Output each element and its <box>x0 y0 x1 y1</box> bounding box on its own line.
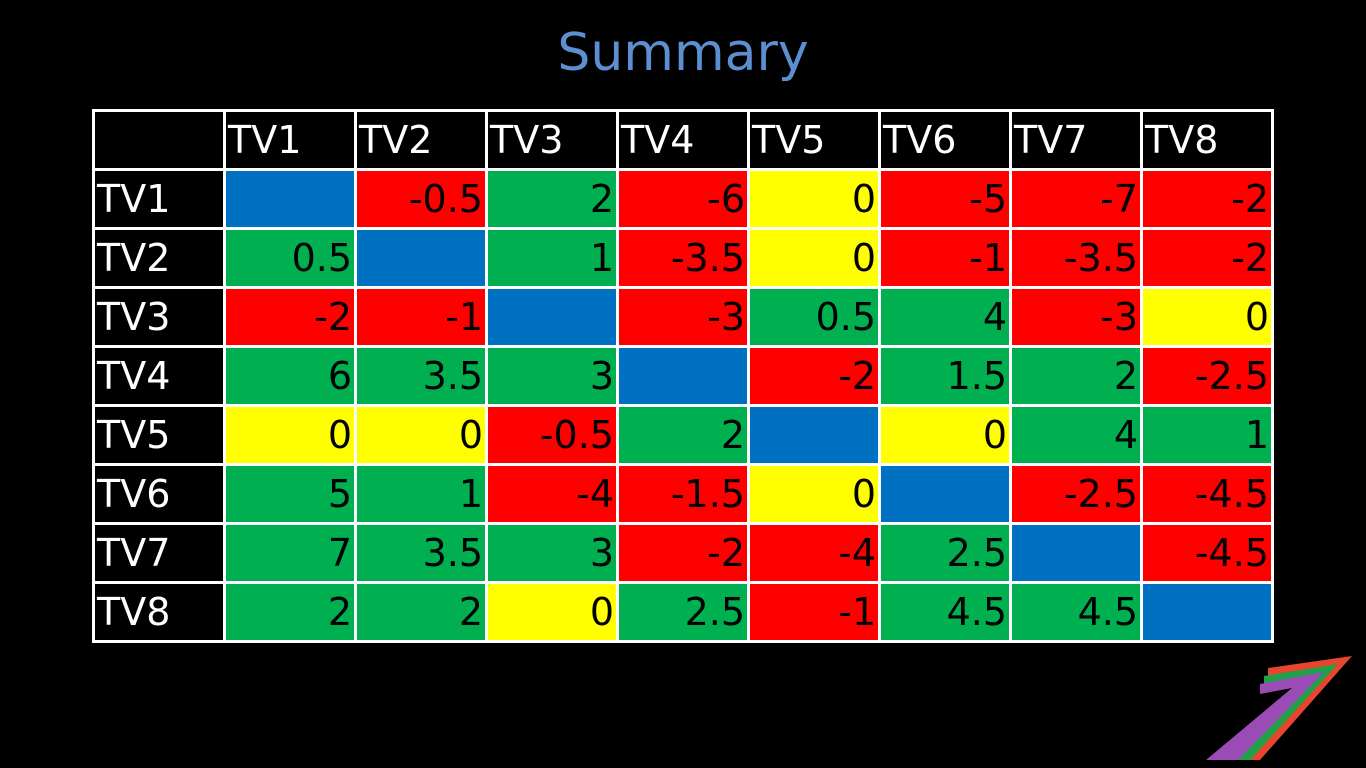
column-header-tv6: TV6 <box>878 109 1012 171</box>
value-cell: -2.5 <box>1009 463 1143 525</box>
value-cell: 0 <box>485 581 619 643</box>
value-cell: -4 <box>747 522 881 584</box>
value-cell: -2.5 <box>1140 345 1274 407</box>
diagonal-cell <box>354 227 488 289</box>
value-cell: 4.5 <box>1009 581 1143 643</box>
column-header-tv5: TV5 <box>747 109 881 171</box>
row-header-tv2: TV2 <box>92 227 226 289</box>
value-cell: 1 <box>354 463 488 525</box>
diagonal-cell <box>485 286 619 348</box>
value-cell: -3 <box>1009 286 1143 348</box>
value-cell: 3 <box>485 522 619 584</box>
value-cell: 2 <box>223 581 357 643</box>
table-row: TV4 6 3.5 3 -2 1.5 2 -2.5 <box>92 345 1274 407</box>
value-cell: 3 <box>485 345 619 407</box>
diagonal-cell <box>1009 522 1143 584</box>
value-cell: 0.5 <box>747 286 881 348</box>
value-cell: -0.5 <box>354 168 488 230</box>
value-cell: -6 <box>616 168 750 230</box>
value-cell: 2 <box>1009 345 1143 407</box>
row-header-tv3: TV3 <box>92 286 226 348</box>
value-cell: 1.5 <box>878 345 1012 407</box>
diagonal-cell <box>1140 581 1274 643</box>
value-cell: -2 <box>223 286 357 348</box>
column-header-tv1: TV1 <box>223 109 357 171</box>
value-cell: 0 <box>747 463 881 525</box>
column-header-tv7: TV7 <box>1009 109 1143 171</box>
diagonal-cell <box>616 345 750 407</box>
column-header-tv2: TV2 <box>354 109 488 171</box>
diagonal-cell <box>747 404 881 466</box>
value-cell: -4.5 <box>1140 522 1274 584</box>
row-header-tv4: TV4 <box>92 345 226 407</box>
value-cell: 0.5 <box>223 227 357 289</box>
column-header-tv3: TV3 <box>485 109 619 171</box>
table-row: TV8 2 2 0 2.5 -1 4.5 4.5 <box>92 581 1274 643</box>
column-header-tv4: TV4 <box>616 109 750 171</box>
value-cell: 2 <box>485 168 619 230</box>
value-cell: 3.5 <box>354 345 488 407</box>
row-header-tv8: TV8 <box>92 581 226 643</box>
table-row: TV3 -2 -1 -3 0.5 4 -3 0 <box>92 286 1274 348</box>
value-cell: 0 <box>1140 286 1274 348</box>
value-cell: 2.5 <box>878 522 1012 584</box>
corner-cell <box>92 109 226 171</box>
table-row: TV5 0 0 -0.5 2 0 4 1 <box>92 404 1274 466</box>
row-header-tv1: TV1 <box>92 168 226 230</box>
table-row: TV7 7 3.5 3 -2 -4 2.5 -4.5 <box>92 522 1274 584</box>
value-cell: -7 <box>1009 168 1143 230</box>
value-cell: -0.5 <box>485 404 619 466</box>
table-row: TV6 5 1 -4 -1.5 0 -2.5 -4.5 <box>92 463 1274 525</box>
value-cell: 6 <box>223 345 357 407</box>
diagonal-cell <box>223 168 357 230</box>
diagonal-cell <box>878 463 1012 525</box>
row-header-tv6: TV6 <box>92 463 226 525</box>
value-cell: -5 <box>878 168 1012 230</box>
matrix-body: TV1 -0.5 2 -6 0 -5 -7 -2 TV2 0.5 1 -3.5 0 -1 -3.5 -2 TV3… <box>92 168 1274 643</box>
value-cell: 0 <box>747 168 881 230</box>
value-cell: -1 <box>878 227 1012 289</box>
value-cell: -2 <box>1140 227 1274 289</box>
table-row: TV1 -0.5 2 -6 0 -5 -7 -2 <box>92 168 1274 230</box>
value-cell: -1 <box>747 581 881 643</box>
value-cell: 1 <box>1140 404 1274 466</box>
value-cell: -3 <box>616 286 750 348</box>
value-cell: -1.5 <box>616 463 750 525</box>
row-header-tv5: TV5 <box>92 404 226 466</box>
value-cell: 0 <box>878 404 1012 466</box>
table-row: TV2 0.5 1 -3.5 0 -1 -3.5 -2 <box>92 227 1274 289</box>
value-cell: 0 <box>747 227 881 289</box>
value-cell: -4 <box>485 463 619 525</box>
value-cell: 0 <box>223 404 357 466</box>
value-cell: -4.5 <box>1140 463 1274 525</box>
value-cell: -2 <box>616 522 750 584</box>
value-cell: -2 <box>1140 168 1274 230</box>
value-cell: -3.5 <box>1009 227 1143 289</box>
value-cell: 2 <box>616 404 750 466</box>
value-cell: -3.5 <box>616 227 750 289</box>
row-header-tv7: TV7 <box>92 522 226 584</box>
value-cell: 4 <box>878 286 1012 348</box>
value-cell: 2 <box>354 581 488 643</box>
comparison-matrix: TV1 TV2 TV3 TV4 TV5 TV6 TV7 TV8 TV1 -0.5 2… <box>92 109 1274 643</box>
value-cell: 4 <box>1009 404 1143 466</box>
value-cell: 1 <box>485 227 619 289</box>
value-cell: 2.5 <box>616 581 750 643</box>
value-cell: 0 <box>354 404 488 466</box>
stripe-logo-icon <box>1206 656 1352 760</box>
value-cell: 3.5 <box>354 522 488 584</box>
header-row: TV1 TV2 TV3 TV4 TV5 TV6 TV7 TV8 <box>92 109 1274 171</box>
value-cell: 5 <box>223 463 357 525</box>
column-header-tv8: TV8 <box>1140 109 1274 171</box>
value-cell: -2 <box>747 345 881 407</box>
value-cell: 7 <box>223 522 357 584</box>
page-title: Summary <box>557 23 809 83</box>
value-cell: -1 <box>354 286 488 348</box>
value-cell: 4.5 <box>878 581 1012 643</box>
